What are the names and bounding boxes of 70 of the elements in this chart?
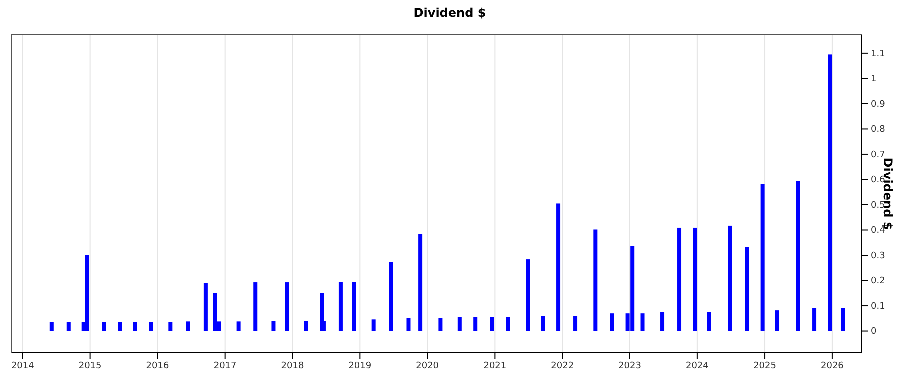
bar bbox=[102, 322, 106, 332]
bar bbox=[352, 282, 356, 332]
x-tick-label: 2015 bbox=[78, 361, 102, 372]
y-tick-label: 1 bbox=[871, 74, 877, 85]
x-tick-label: 2020 bbox=[416, 361, 440, 372]
x-tick-label: 2021 bbox=[484, 361, 507, 372]
bar bbox=[236, 322, 241, 332]
bar bbox=[304, 321, 308, 332]
bar bbox=[594, 230, 598, 332]
bar bbox=[760, 184, 765, 332]
y-tick-label: 0.2 bbox=[871, 276, 886, 287]
bar bbox=[526, 260, 530, 332]
x-tick-label: 2026 bbox=[820, 361, 844, 372]
bar bbox=[168, 322, 173, 332]
bar bbox=[474, 317, 478, 332]
bar bbox=[828, 54, 832, 332]
bar bbox=[640, 314, 645, 332]
bar bbox=[285, 282, 290, 332]
x-tick-label: 2022 bbox=[551, 361, 574, 372]
bar bbox=[610, 314, 614, 332]
x-tick-label: 2023 bbox=[618, 361, 642, 372]
y-tick-label: 0.7 bbox=[871, 150, 886, 160]
y-tick-label: 0.3 bbox=[871, 251, 886, 262]
bar bbox=[728, 226, 732, 332]
chart-title: Dividend $ bbox=[414, 6, 486, 20]
bar bbox=[50, 322, 54, 332]
bar bbox=[254, 282, 258, 332]
bar bbox=[693, 228, 698, 332]
bar bbox=[796, 181, 800, 332]
bar bbox=[707, 312, 712, 332]
bar bbox=[204, 283, 208, 332]
bar bbox=[678, 228, 682, 332]
y-tick-label: 0.8 bbox=[871, 125, 886, 136]
bar bbox=[338, 282, 343, 332]
y-tick-label: 0.5 bbox=[871, 200, 886, 211]
bar bbox=[541, 316, 546, 332]
bar bbox=[574, 316, 578, 332]
y-tick-label: 0 bbox=[871, 327, 877, 338]
bar bbox=[418, 234, 423, 332]
bar bbox=[389, 262, 394, 332]
bar bbox=[406, 318, 411, 332]
bar bbox=[490, 317, 494, 332]
bar bbox=[556, 204, 561, 332]
x-tick-label: 2019 bbox=[348, 361, 372, 372]
x-tick-label: 2024 bbox=[686, 361, 710, 372]
x-tick-label: 2018 bbox=[281, 361, 304, 372]
bar bbox=[186, 322, 190, 332]
bar bbox=[372, 320, 376, 332]
y-tick-label: 0.9 bbox=[871, 100, 886, 110]
bar bbox=[775, 310, 780, 332]
x-tick-label: 2017 bbox=[214, 361, 237, 372]
bar bbox=[66, 322, 71, 332]
bar bbox=[213, 293, 218, 332]
bar bbox=[85, 256, 90, 332]
x-tick-label: 2014 bbox=[11, 361, 35, 372]
y-tick-label: 0.1 bbox=[871, 302, 886, 312]
bar bbox=[118, 322, 122, 332]
bar bbox=[458, 317, 462, 332]
bar bbox=[133, 322, 138, 332]
bar bbox=[745, 247, 750, 332]
bar bbox=[812, 308, 817, 332]
bar bbox=[841, 308, 846, 332]
bar bbox=[660, 312, 665, 332]
y-tick-label: 1.1 bbox=[871, 49, 886, 60]
bar bbox=[272, 321, 276, 332]
x-tick-label: 2016 bbox=[146, 361, 170, 372]
bar bbox=[149, 322, 154, 332]
bar bbox=[506, 317, 510, 332]
x-tick-label: 2025 bbox=[754, 361, 776, 372]
bar bbox=[438, 318, 443, 332]
